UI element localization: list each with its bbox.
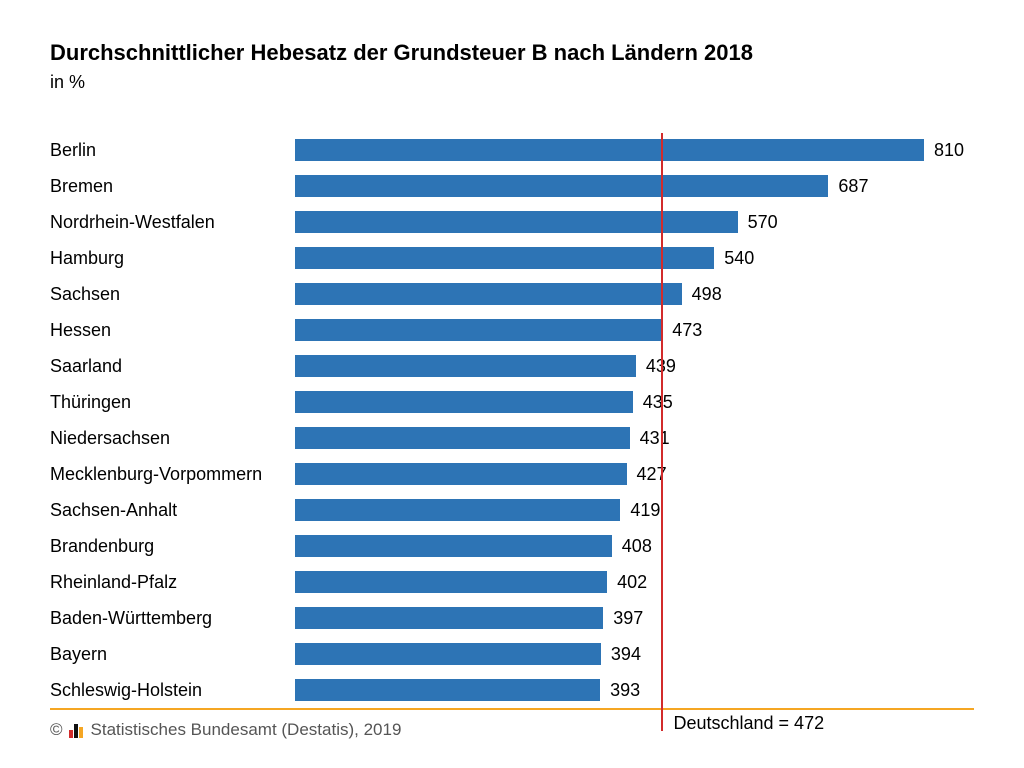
category-label: Baden-Württemberg [50, 608, 295, 629]
bar [295, 535, 612, 557]
bar-area: 540 [295, 246, 974, 270]
category-label: Saarland [50, 356, 295, 377]
bar [295, 427, 630, 449]
bar-row: Sachsen-Anhalt 419 [50, 493, 974, 527]
category-label: Mecklenburg-Vorpommern [50, 464, 295, 485]
bar [295, 139, 924, 161]
value-label: 687 [838, 176, 868, 197]
category-label: Bayern [50, 644, 295, 665]
value-label: 408 [622, 536, 652, 557]
chart-subtitle: in % [50, 72, 974, 93]
value-label: 394 [611, 644, 641, 665]
bar-area: 435 [295, 390, 974, 414]
bar [295, 355, 636, 377]
value-label: 431 [640, 428, 670, 449]
bar-row: Bremen 687 [50, 169, 974, 203]
bar-row: Rheinland-Pfalz 402 [50, 565, 974, 599]
bar-row: Bayern 394 [50, 637, 974, 671]
bar-chart: Berlin 810 Bremen 687 Nordrhein-Westfalen 570… [50, 133, 974, 707]
bar-row: Saarland 439 [50, 349, 974, 383]
category-label: Sachsen-Anhalt [50, 500, 295, 521]
bar [295, 391, 633, 413]
category-label: Nordrhein-Westfalen [50, 212, 295, 233]
category-label: Bremen [50, 176, 295, 197]
value-label: 402 [617, 572, 647, 593]
bar-row: Nordrhein-Westfalen 570 [50, 205, 974, 239]
bar [295, 679, 600, 701]
bar [295, 607, 603, 629]
value-label: 570 [748, 212, 778, 233]
bar-area: 810 [295, 138, 974, 162]
bar [295, 211, 738, 233]
destatis-logo-icon [69, 722, 83, 738]
value-label: 393 [610, 680, 640, 701]
source-text: Statistisches Bundesamt (Destatis), 2019 [91, 720, 402, 740]
bar [295, 499, 620, 521]
bar-area: 397 [295, 606, 974, 630]
category-label: Hessen [50, 320, 295, 341]
bar-area: 394 [295, 642, 974, 666]
bar-area: 498 [295, 282, 974, 306]
category-label: Niedersachsen [50, 428, 295, 449]
bar-row: Thüringen 435 [50, 385, 974, 419]
bar-row: Brandenburg 408 [50, 529, 974, 563]
bar-area: 439 [295, 354, 974, 378]
bar-row: Berlin 810 [50, 133, 974, 167]
category-label: Sachsen [50, 284, 295, 305]
bar-row: Mecklenburg-Vorpommern 427 [50, 457, 974, 491]
copyright-symbol: © [50, 720, 63, 740]
bar [295, 571, 607, 593]
category-label: Rheinland-Pfalz [50, 572, 295, 593]
bar-row: Baden-Württemberg 397 [50, 601, 974, 635]
bar-row: Niedersachsen 431 [50, 421, 974, 455]
value-label: 810 [934, 140, 964, 161]
bar-row: Hessen 473 [50, 313, 974, 347]
bar-row: Schleswig-Holstein 393 [50, 673, 974, 707]
value-label: 435 [643, 392, 673, 413]
bar [295, 247, 714, 269]
category-label: Brandenburg [50, 536, 295, 557]
bar [295, 283, 682, 305]
bar-area: 427 [295, 462, 974, 486]
bar-row: Sachsen 498 [50, 277, 974, 311]
bar-area: 570 [295, 210, 974, 234]
bar-area: 419 [295, 498, 974, 522]
bar-area: 393 [295, 678, 974, 702]
bar [295, 643, 601, 665]
value-label: 419 [630, 500, 660, 521]
source-footer: © Statistisches Bundesamt (Destatis), 20… [50, 708, 974, 740]
value-label: 473 [672, 320, 702, 341]
value-label: 397 [613, 608, 643, 629]
category-label: Schleswig-Holstein [50, 680, 295, 701]
value-label: 439 [646, 356, 676, 377]
bar-area: 402 [295, 570, 974, 594]
chart-title: Durchschnittlicher Hebesatz der Grundste… [50, 40, 974, 66]
category-label: Thüringen [50, 392, 295, 413]
value-label: 540 [724, 248, 754, 269]
bar-area: 431 [295, 426, 974, 450]
bar-area: 408 [295, 534, 974, 558]
bar-area: 687 [295, 174, 974, 198]
bar [295, 463, 627, 485]
bar [295, 175, 828, 197]
category-label: Berlin [50, 140, 295, 161]
bar-row: Hamburg 540 [50, 241, 974, 275]
value-label: 498 [692, 284, 722, 305]
value-label: 427 [637, 464, 667, 485]
category-label: Hamburg [50, 248, 295, 269]
bar-area: 473 [295, 318, 974, 342]
bar [295, 319, 662, 341]
